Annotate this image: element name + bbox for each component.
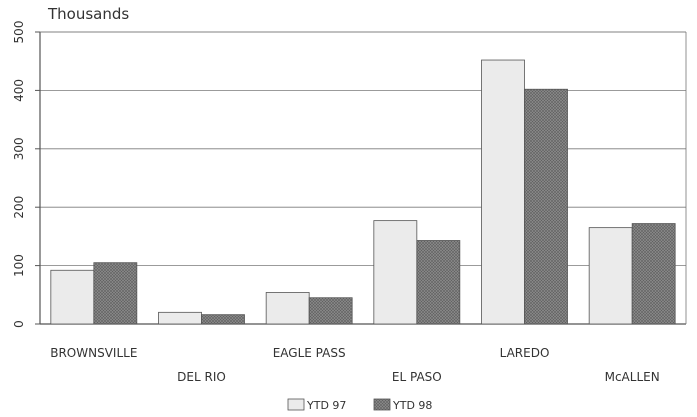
y-tick-label: 200 [12,196,26,219]
legend: YTD 97 YTD 98 [287,398,432,412]
category-label: LAREDO [500,346,550,360]
bar-ytd97-del-rio [158,311,202,325]
legend-swatch-ytd97 [287,398,305,411]
bar-ytd97-eagle-pass [265,292,310,325]
legend-label-ytd98: YTD 98 [392,399,432,412]
category-label: McALLEN [605,370,660,384]
axes [35,31,687,325]
category-label: DEL RIO [177,370,226,384]
y-tick-label: 0 [12,320,26,328]
y-axis-unit-label: Thousands [47,5,129,23]
bar-ytd98-mcallen [631,223,676,325]
y-tick-label: 100 [12,254,26,277]
bar-ytd98-brownsville [93,262,138,325]
y-tick-label: 300 [12,137,26,160]
bar-ytd97-laredo [481,59,525,325]
bar-ytd98-eagle-pass [308,297,353,325]
category-label: EAGLE PASS [273,346,346,360]
category-label: EL PASO [392,370,442,384]
legend-label-ytd97: YTD 97 [306,399,346,412]
bar-ytd98-del-rio [201,314,245,325]
category-label: BROWNSVILLE [50,346,137,360]
bar-ytd98-laredo [524,88,568,325]
bar-ytd97-el-paso [373,220,418,325]
bar-ytd98-el-paso [416,240,461,325]
category-labels: BROWNSVILLE DEL RIO EAGLE PASS EL PASO LARED… [50,346,659,384]
y-tick-label: 500 [12,21,26,44]
y-tick-labels: 0 100 200 300 400 500 [12,21,26,328]
bar-ytd97-mcallen [588,227,633,325]
legend-swatch-ytd98 [373,398,391,411]
y-tick-label: 400 [12,79,26,102]
bar-ytd97-brownsville [50,269,95,325]
bars [50,59,676,325]
